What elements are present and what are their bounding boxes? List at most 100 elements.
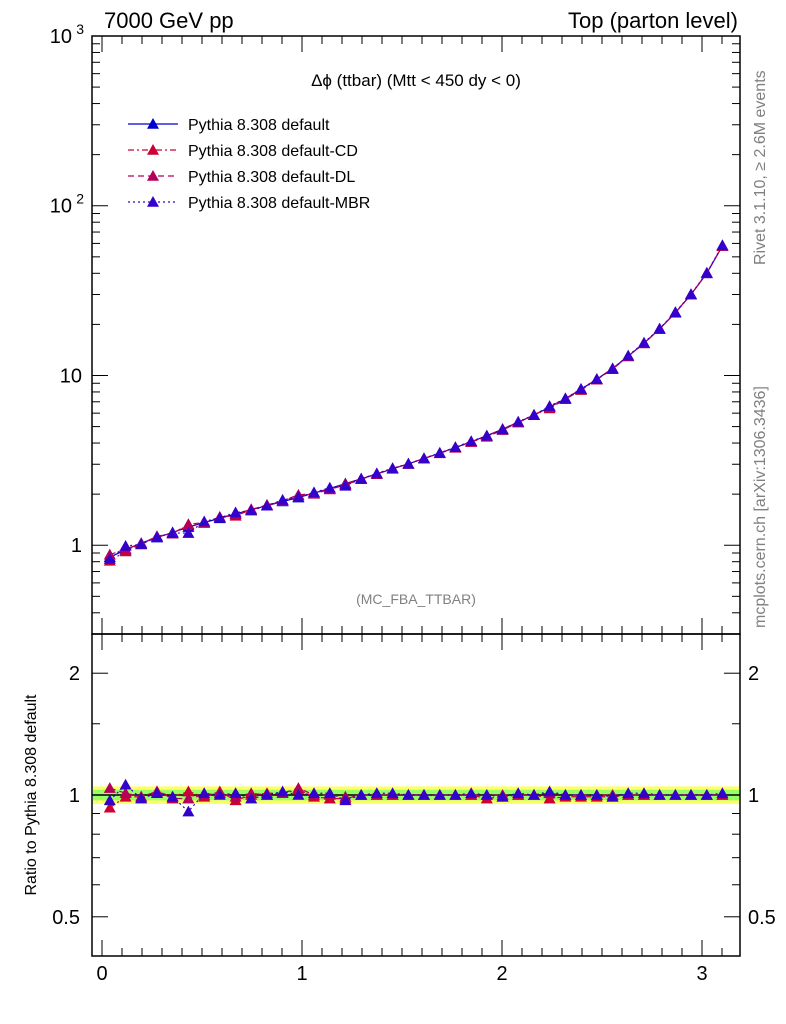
series-4-point	[103, 552, 116, 564]
y-tick-label: 10	[60, 365, 82, 387]
ratio-series-3-point	[669, 789, 682, 800]
ratio-series-3-point	[339, 794, 352, 806]
ratio-series-3-point	[449, 789, 462, 800]
ratio-series-3-point	[261, 789, 273, 800]
ratio-series-3-point	[653, 789, 666, 800]
series-4-point	[261, 499, 273, 511]
ratio-series-3-point	[622, 787, 635, 799]
series-4-point	[638, 336, 650, 348]
series-4-point	[606, 362, 619, 374]
x-tick-label: 0	[96, 963, 107, 985]
series-line-1	[109, 245, 723, 558]
ratio-series-3-point	[418, 789, 430, 800]
ratio-series-3-point	[229, 787, 242, 799]
ratio-y-tick-label-right: 2	[748, 663, 759, 685]
series-4-point	[575, 382, 587, 394]
series-4-point	[119, 539, 132, 551]
series-4-point	[716, 239, 729, 251]
ratio-series-3-point	[245, 792, 258, 804]
series-4-point	[512, 415, 525, 427]
ratio-series-3-point	[480, 789, 493, 800]
series-4-point	[465, 435, 478, 447]
ratio-series-3-point	[685, 789, 697, 800]
ratio-series-3-point	[559, 789, 572, 800]
ratio-y-tick-label: 2	[69, 663, 80, 685]
series-4-point	[543, 400, 556, 411]
header-right: Top (parton level)	[568, 8, 738, 33]
series-4-point	[308, 486, 320, 498]
ratio-y-tick-label: 0.5	[52, 907, 80, 929]
ratio-series-2-point	[103, 782, 116, 793]
mcplots-info: mcplots.cern.ch [arXiv:1306.3436]	[752, 386, 769, 628]
ratio-series-2-point	[119, 787, 132, 799]
series-4-point	[292, 491, 305, 502]
legend-label-4: Pythia 8.308 default-MBR	[188, 195, 370, 212]
ratio-series-3-point	[512, 787, 525, 799]
series-4-point	[198, 515, 211, 527]
ratio-series-3-point	[700, 789, 713, 800]
legend-label-1: Pythia 8.308 default	[188, 117, 330, 134]
series-4-point	[496, 423, 509, 435]
ratio-series-3-point	[166, 790, 179, 802]
series-4-point	[323, 481, 336, 493]
main-plot-title: Δϕ (ttbar) (Mtt < 450 dy < 0)	[311, 71, 521, 90]
ratio-series-3-point	[402, 789, 415, 800]
series-4-point	[685, 288, 697, 300]
series-4-point	[276, 493, 289, 505]
ratio-series-3-point	[575, 789, 587, 800]
x-tick-label: 3	[696, 963, 707, 985]
ratio-series-3-point	[543, 785, 556, 797]
ratio-series-3-point	[119, 778, 132, 790]
analysis-tag: (MC_FBA_TTBAR)	[356, 591, 476, 607]
ratio-series-3-point	[638, 787, 650, 799]
series-4-point	[418, 452, 430, 464]
ratio-series-3-point	[433, 789, 446, 800]
series-4-point	[229, 506, 242, 518]
legend-label-3: Pythia 8.308 default-DL	[188, 169, 355, 186]
ratio-y-tick-label: 1	[69, 785, 80, 807]
series-4-point	[700, 266, 713, 278]
ratio-y-tick-label-right: 1	[748, 785, 759, 807]
y-tick-label: 10	[50, 196, 72, 218]
ratio-series-3-point	[276, 785, 289, 797]
series-4-point	[622, 349, 635, 361]
ratio-series-1-point	[103, 801, 116, 813]
legend-label-2: Pythia 8.308 default-CD	[188, 143, 358, 160]
series-4-point	[355, 472, 368, 484]
ratio-series-3-point	[590, 789, 603, 800]
series-line-2	[109, 245, 723, 562]
ratio-series-3-point	[103, 794, 116, 806]
ratio-series-3-point	[213, 789, 226, 800]
ratio-series-3-point	[370, 787, 383, 799]
series-4-point	[370, 467, 383, 479]
ratio-y-tick-label-right: 0.5	[748, 907, 776, 929]
ratio-series-3-point	[292, 789, 305, 800]
series-4-point	[449, 441, 462, 453]
y-tick-label-exponent: 2	[76, 191, 84, 207]
series-line-3	[109, 245, 723, 556]
ratio-series-3-point	[323, 787, 336, 799]
ratio-series-3-point	[496, 790, 509, 802]
ratio-series-3-point	[465, 787, 478, 799]
y-tick-label: 10	[50, 26, 72, 48]
series-4-point	[402, 457, 415, 469]
series-4-point	[528, 409, 540, 420]
series-line-4	[109, 244, 723, 560]
ratio-series-3-point	[182, 805, 195, 817]
series-4-point	[386, 462, 399, 474]
series-4-point	[213, 511, 226, 523]
series-4-point	[339, 479, 352, 491]
series-4-point	[480, 429, 493, 441]
series-3-point	[182, 518, 195, 530]
series-4-point	[245, 504, 258, 516]
ratio-series-2-point	[182, 792, 195, 804]
legend-marker-1	[147, 118, 159, 129]
ratio-y-axis-title: Ratio to Pythia 8.308 default	[23, 694, 40, 896]
ratio-series-3-point	[198, 787, 211, 799]
series-4-point	[590, 373, 603, 384]
rivet-info: Rivet 3.1.10, ≥ 2.6M events	[752, 70, 769, 265]
series-4-point	[433, 446, 446, 458]
ratio-series-line-2	[109, 787, 723, 800]
y-tick-label: 1	[71, 535, 82, 557]
